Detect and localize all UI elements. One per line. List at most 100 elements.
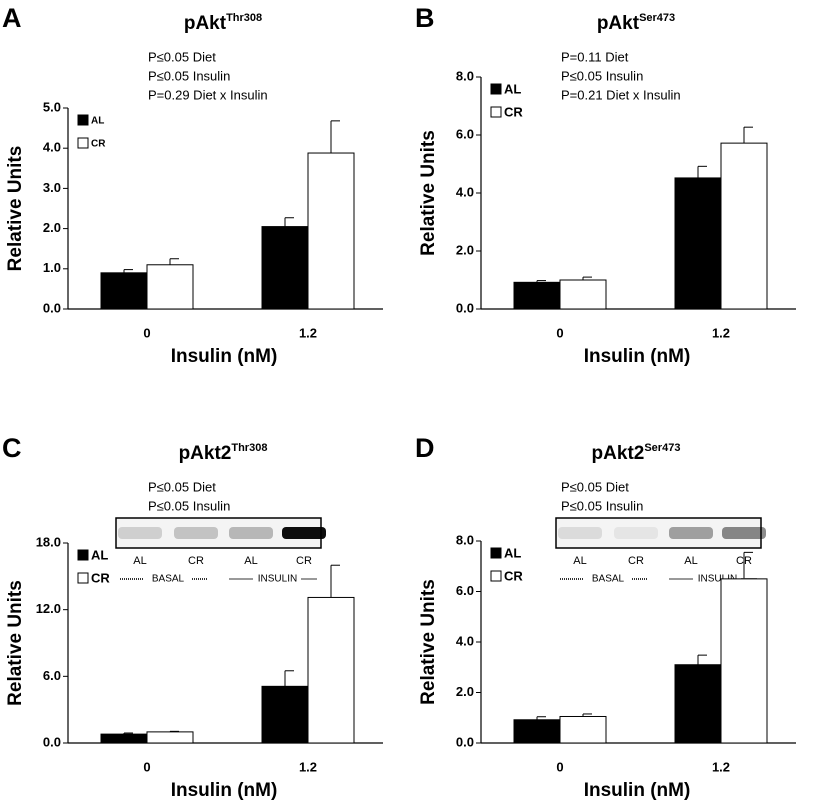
bar: [261, 685, 309, 744]
y-tick-label: 4.0: [456, 633, 474, 648]
x-tick-label: 0: [143, 325, 150, 340]
y-tick-label: 4.0: [456, 184, 474, 199]
blot-lane-label: AL: [133, 555, 146, 567]
panel-letter: B: [415, 3, 435, 33]
annotation: P≤0.05 Diet: [148, 479, 216, 494]
blot-band: [558, 527, 602, 539]
y-axis-title: Relative Units: [5, 580, 26, 706]
y-axis-title: Relative Units: [418, 130, 439, 256]
bar: [674, 177, 722, 310]
blot-band: [669, 527, 713, 539]
blot-lane-label: CR: [628, 555, 644, 567]
blot-group-label: INSULIN: [258, 574, 297, 585]
bar: [307, 152, 355, 310]
legend-swatch: [77, 114, 89, 126]
title-main: pAkt: [184, 13, 227, 34]
y-tick-label: 0.0: [43, 300, 61, 315]
y-tick-label: 0.0: [456, 300, 474, 315]
bar: [100, 272, 148, 310]
annotation: P≤0.05 Diet: [561, 479, 629, 494]
blot-band: [174, 527, 218, 539]
blot-group-label: BASAL: [152, 574, 185, 585]
bar: [146, 731, 194, 744]
title-sup: Ser473: [639, 12, 675, 24]
bar: [146, 264, 194, 310]
legend-swatch: [490, 570, 502, 582]
bar: [674, 664, 722, 744]
panel-title: pAkt2Ser473: [592, 442, 681, 464]
x-axis-title: Insulin (nM): [171, 780, 278, 801]
blot-lane-label: AL: [244, 555, 257, 567]
legend-label: CR: [91, 570, 110, 585]
blot-lane-label: CR: [296, 555, 312, 567]
y-tick-label: 12.0: [36, 601, 61, 616]
x-tick-label: 1.2: [712, 325, 730, 340]
panel-letter: C: [2, 433, 22, 463]
y-axis-title: Relative Units: [418, 579, 439, 705]
legend-swatch: [490, 83, 502, 95]
bar: [559, 279, 607, 310]
legend-label: CR: [91, 139, 106, 150]
bar: [559, 715, 607, 744]
annotation: P=0.11 Diet: [561, 49, 629, 64]
x-tick-label: 1.2: [299, 325, 317, 340]
y-tick-label: 2.0: [456, 684, 474, 699]
x-tick-label: 0: [556, 759, 563, 774]
panel-letter: A: [2, 3, 22, 33]
y-tick-label: 6.0: [43, 668, 61, 683]
y-tick-label: 4.0: [43, 140, 61, 155]
blot-lane-label: AL: [573, 555, 586, 567]
annotation: P=0.29 Diet x Insulin: [148, 87, 268, 102]
x-axis-title: Insulin (nM): [171, 346, 278, 367]
blot-group-label: INSULIN: [698, 574, 737, 585]
legend-swatch: [490, 106, 502, 118]
y-tick-label: 1.0: [43, 260, 61, 275]
annotation: P=0.21 Diet x Insulin: [561, 87, 681, 102]
bar: [100, 733, 148, 744]
annotation: P≤0.05 Insulin: [148, 68, 230, 83]
y-tick-label: 2.0: [43, 220, 61, 235]
blot-band: [282, 527, 326, 539]
y-axis-title: Relative Units: [5, 146, 26, 272]
y-tick-label: 0.0: [456, 734, 474, 749]
legend-swatch: [77, 137, 89, 149]
blot-band: [118, 527, 162, 539]
legend-label: CR: [504, 568, 523, 583]
x-axis-title: Insulin (nM): [584, 780, 691, 801]
y-tick-label: 6.0: [456, 583, 474, 598]
y-tick-label: 8.0: [456, 68, 474, 83]
panel-letter: D: [415, 433, 435, 463]
legend-swatch: [77, 549, 89, 561]
blot-group-label: BASAL: [592, 574, 625, 585]
y-tick-label: 8.0: [456, 532, 474, 547]
legend-label: AL: [504, 81, 521, 96]
annotation: P≤0.05 Insulin: [561, 68, 643, 83]
x-axis-title: Insulin (nM): [584, 346, 691, 367]
panel-title: pAktSer473: [597, 12, 675, 34]
panel-title: pAktThr308: [184, 12, 262, 34]
title-sup: Thr308: [231, 442, 267, 454]
blot-lane-label: CR: [188, 555, 204, 567]
bar: [720, 578, 768, 744]
legend-swatch: [490, 547, 502, 559]
blot-lane-label: AL: [684, 555, 697, 567]
y-tick-label: 3.0: [43, 180, 61, 195]
x-tick-label: 0: [143, 759, 150, 774]
x-tick-label: 1.2: [299, 759, 317, 774]
y-tick-label: 6.0: [456, 126, 474, 141]
annotation: P≤0.05 Insulin: [148, 498, 230, 513]
legend-swatch: [77, 572, 89, 584]
y-tick-label: 18.0: [36, 534, 61, 549]
title-sup: Thr308: [226, 12, 262, 24]
bar: [720, 142, 768, 310]
blot-band: [722, 527, 766, 539]
title-main: pAkt2: [179, 443, 232, 464]
bar: [513, 719, 561, 744]
legend-label: AL: [504, 545, 521, 560]
bar: [307, 596, 355, 744]
title-sup: Ser473: [644, 442, 680, 454]
bar: [261, 226, 309, 310]
